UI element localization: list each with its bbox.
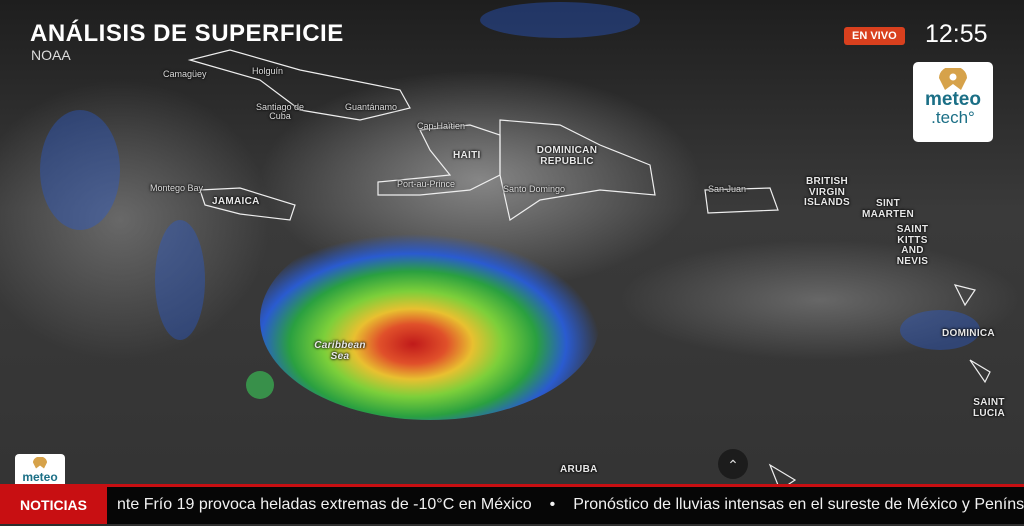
ticker-item[interactable]: Pronóstico de lluvias intensas en el sur… (573, 496, 1024, 513)
live-badge: EN VIVO (844, 27, 905, 45)
storm-cell (260, 220, 600, 420)
coastlines (187, 49, 991, 491)
map-label-guantanamo: Guantánamo (345, 102, 398, 112)
mini-logo-text: meteo (22, 470, 58, 484)
map-label-san-juan: San Juan (708, 184, 747, 194)
clock: 12:55 (925, 20, 988, 48)
map-label-camaguey: Camagüey (163, 69, 207, 79)
logo-text-meteo: meteo (925, 89, 981, 110)
map-label-santiago: Santiago de Cuba (255, 102, 305, 122)
meteotech-logo: meteo .tech° (913, 62, 993, 142)
map-label-bvi: BRITISH VIRGIN ISLANDS (804, 176, 850, 208)
data-source: NOAA (31, 47, 71, 63)
map-label-dominica: DOMINICA (942, 328, 995, 339)
map-label-saint-lucia: SAINT LUCIA (972, 397, 1006, 419)
scroll-up-button[interactable]: ⌃ (718, 449, 748, 479)
map-label-cap-haitien: Cap-Haïtien (417, 121, 466, 131)
logo-icon (939, 68, 967, 90)
ticker-separator: • (549, 496, 556, 513)
map-label-dominican-republic: DOMINICAN REPUBLIC (536, 145, 598, 167)
map-label-montego-bay: Montego Bay (150, 183, 204, 193)
ticker-text: nte Frío 19 provoca heladas extremas de … (117, 496, 1024, 514)
map-label-jamaica: JAMAICA (212, 196, 260, 207)
map-label-saint-kitts: SAINT KITTS AND NEVIS (896, 224, 929, 267)
map-label-holguin: Holguín (252, 66, 284, 76)
precipitation-bands (40, 2, 980, 399)
ticker-label: NOTICIAS (0, 484, 107, 524)
chevron-up-icon: ⌃ (727, 457, 739, 473)
logo-icon (33, 457, 47, 469)
mini-logo: meteo (15, 454, 65, 486)
news-ticker: NOTICIAS nte Frío 19 provoca heladas ext… (0, 484, 1024, 524)
map-label-haiti: HAITI (453, 150, 481, 161)
map-label-aruba: ARUBA (560, 464, 598, 475)
page-title: ANÁLISIS DE SUPERFICIE (30, 20, 344, 47)
map-label-caribbean-sea: Caribbean Sea (314, 340, 366, 362)
ticker-item[interactable]: nte Frío 19 provoca heladas extremas de … (117, 496, 532, 513)
map-label-santo-domingo: Santo Domingo (503, 184, 566, 194)
map-label-sint-maarten: SINT MAARTEN (861, 198, 915, 220)
map-label-port-au-prince: Port-au-Prince (397, 179, 456, 189)
logo-text-tech: .tech° (931, 108, 975, 127)
